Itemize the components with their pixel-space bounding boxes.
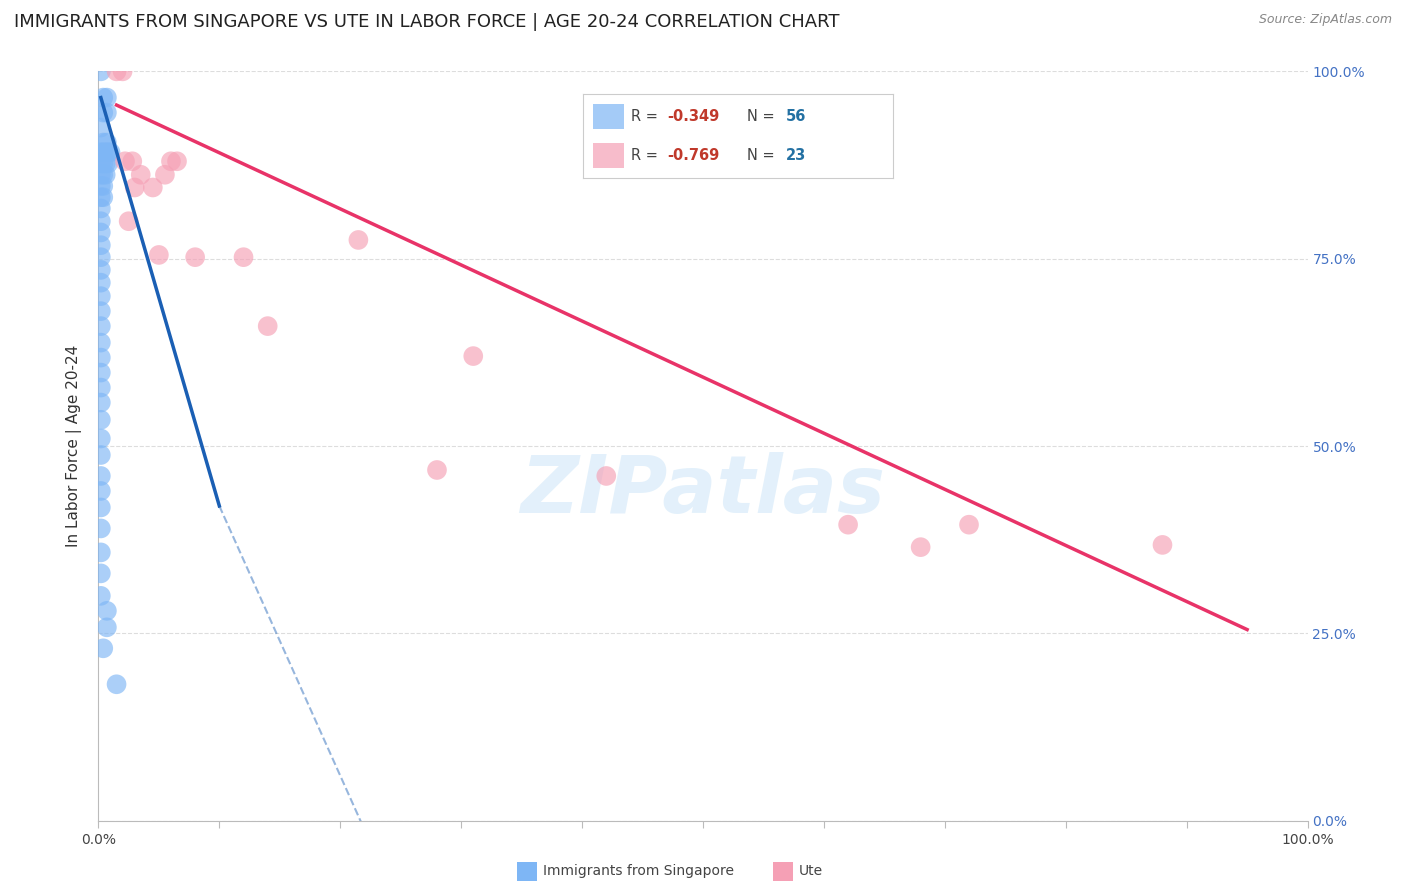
Point: [90, 120, 112, 135]
Point: [148, 248, 170, 262]
Point: [124, 180, 146, 194]
Point: [90, 156, 112, 170]
Text: Ute: Ute: [799, 864, 823, 879]
Point: [90, 545, 112, 559]
Point: [426, 463, 449, 477]
Point: [90, 432, 112, 446]
Point: [90, 366, 112, 380]
Point: [91, 179, 114, 194]
Point: [90, 250, 112, 264]
Y-axis label: In Labor Force | Age 20-24: In Labor Force | Age 20-24: [66, 345, 83, 547]
Point: [90, 319, 112, 334]
Point: [91, 168, 114, 182]
Point: [90, 521, 112, 535]
Point: [90, 276, 112, 290]
Point: [957, 517, 980, 532]
Point: [118, 214, 141, 228]
Point: [256, 319, 278, 334]
Point: [129, 168, 152, 182]
Point: [96, 90, 118, 104]
Point: [114, 154, 136, 169]
Point: [166, 154, 188, 169]
Point: [90, 214, 112, 228]
Text: ZIPatlas: ZIPatlas: [520, 452, 886, 530]
Point: [90, 566, 112, 581]
Text: N =: N =: [748, 109, 780, 124]
Point: [94, 168, 117, 182]
Point: [910, 540, 932, 554]
Point: [100, 145, 122, 160]
Point: [105, 64, 128, 78]
Point: [91, 145, 114, 160]
Point: [90, 448, 112, 462]
Point: [105, 677, 128, 691]
Point: [90, 380, 112, 394]
Text: Source: ZipAtlas.com: Source: ZipAtlas.com: [1258, 13, 1392, 27]
Point: [90, 145, 112, 160]
Text: -0.349: -0.349: [666, 109, 720, 124]
Point: [90, 335, 112, 350]
Point: [96, 620, 118, 634]
Point: [90, 469, 112, 483]
Point: [96, 105, 118, 120]
Point: [111, 64, 134, 78]
Point: [91, 105, 114, 120]
Point: [96, 604, 118, 618]
Point: [90, 351, 112, 365]
Point: [90, 413, 112, 427]
Point: [1152, 538, 1174, 552]
Text: N =: N =: [748, 148, 780, 163]
Point: [90, 500, 112, 515]
Point: [94, 156, 117, 170]
Point: [347, 233, 370, 247]
Point: [90, 179, 112, 194]
Point: [121, 154, 143, 169]
Point: [153, 168, 176, 182]
Point: [595, 469, 617, 483]
Point: [97, 145, 120, 160]
Point: [184, 250, 207, 264]
Point: [90, 483, 112, 498]
Point: [463, 349, 485, 363]
Text: Immigrants from Singapore: Immigrants from Singapore: [543, 864, 734, 879]
Point: [90, 263, 112, 277]
Point: [90, 289, 112, 303]
Text: 56: 56: [786, 109, 807, 124]
Point: [90, 202, 112, 216]
Point: [160, 154, 183, 169]
Text: 23: 23: [786, 148, 807, 163]
Text: R =: R =: [631, 109, 664, 124]
Point: [91, 641, 114, 656]
Point: [90, 226, 112, 240]
Point: [91, 90, 114, 104]
Point: [90, 168, 112, 182]
Point: [90, 64, 112, 78]
Text: IMMIGRANTS FROM SINGAPORE VS UTE IN LABOR FORCE | AGE 20-24 CORRELATION CHART: IMMIGRANTS FROM SINGAPORE VS UTE IN LABO…: [14, 13, 839, 31]
Point: [142, 180, 165, 194]
Bar: [593, 103, 624, 129]
Point: [97, 156, 120, 170]
Point: [90, 304, 112, 318]
Point: [91, 156, 114, 170]
Point: [91, 136, 114, 150]
Text: R =: R =: [631, 148, 664, 163]
Bar: [593, 143, 624, 169]
Point: [837, 517, 859, 532]
Point: [232, 250, 254, 264]
Text: -0.769: -0.769: [666, 148, 720, 163]
Point: [90, 238, 112, 252]
Point: [90, 190, 112, 204]
Point: [90, 589, 112, 603]
Point: [94, 145, 117, 160]
Point: [96, 136, 118, 150]
Point: [91, 190, 114, 204]
Point: [90, 395, 112, 409]
